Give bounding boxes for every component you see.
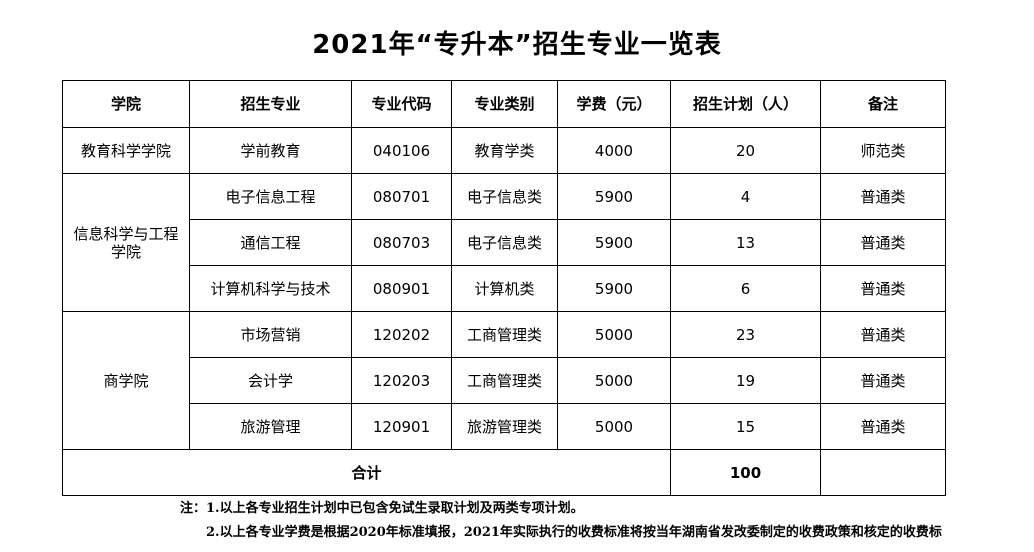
header-category: 专业类别 xyxy=(451,80,558,128)
major-cell: 电子信息工程 xyxy=(189,173,352,220)
college-cell: 教育科学学院 xyxy=(62,127,190,174)
category-cell: 工商管理类 xyxy=(451,357,558,404)
note-line-1: 注：1.以上各专业招生计划中已包含免试生录取计划及两类专项计划。 xyxy=(180,501,584,516)
fee-cell: 4000 xyxy=(557,127,671,174)
plan-cell: 19 xyxy=(670,357,821,404)
major-cell: 会计学 xyxy=(189,357,352,404)
plan-cell: 6 xyxy=(670,265,821,312)
code-cell: 040106 xyxy=(351,127,452,174)
code-cell: 080703 xyxy=(351,219,452,266)
note-line-2: 2.以上各专业学费是根据2020年标准填报，2021年实际执行的收费标准将按当年… xyxy=(206,525,942,540)
header-note: 备注 xyxy=(820,80,946,128)
table-row: 信息科学与工程学院 电子信息工程 080701 电子信息类 5900 4 普通类 xyxy=(62,173,946,312)
plan-cell: 20 xyxy=(670,127,821,174)
category-cell: 旅游管理类 xyxy=(451,403,558,450)
college-cell: 信息科学与工程学院 xyxy=(62,173,190,312)
plan-cell: 23 xyxy=(670,311,821,358)
note-cell: 普通类 xyxy=(820,219,946,266)
category-cell: 电子信息类 xyxy=(451,173,558,220)
total-plan: 100 xyxy=(670,449,821,496)
fee-cell: 5000 xyxy=(557,311,671,358)
header-major: 招生专业 xyxy=(189,80,352,128)
note-cell: 普通类 xyxy=(820,265,946,312)
page-title: 2021年“专升本”招生专业一览表 xyxy=(312,30,722,60)
note-cell: 师范类 xyxy=(820,127,946,174)
major-cell: 学前教育 xyxy=(189,127,352,174)
category-cell: 电子信息类 xyxy=(451,219,558,266)
fee-cell: 5900 xyxy=(557,173,671,220)
header-plan: 招生计划（人） xyxy=(670,80,821,128)
plan-cell: 13 xyxy=(670,219,821,266)
table-row: 教育科学学院 学前教育 040106 教育学类 4000 20 师范类 xyxy=(62,127,946,174)
note-cell: 普通类 xyxy=(820,173,946,220)
plan-cell: 15 xyxy=(670,403,821,450)
code-cell: 080701 xyxy=(351,173,452,220)
code-cell: 080901 xyxy=(351,265,452,312)
fee-cell: 5000 xyxy=(557,403,671,450)
table-row: 通信工程 080703 电子信息类 5900 13 普通类 xyxy=(63,219,946,266)
major-cell: 通信工程 xyxy=(189,219,352,266)
major-cell: 旅游管理 xyxy=(189,403,352,450)
major-cell: 计算机科学与技术 xyxy=(189,265,352,312)
note-cell: 普通类 xyxy=(820,311,946,358)
fee-cell: 5900 xyxy=(557,219,671,266)
category-cell: 工商管理类 xyxy=(451,311,558,358)
category-cell: 教育学类 xyxy=(451,127,558,174)
header-code: 专业代码 xyxy=(351,80,452,128)
header-college: 学院 xyxy=(62,80,190,128)
header-fee: 学费（元） xyxy=(557,80,671,128)
total-row: 合计 100 xyxy=(62,449,946,496)
table-row: 旅游管理 120901 旅游管理类 5000 15 普通类 xyxy=(63,403,946,450)
code-cell: 120203 xyxy=(351,357,452,404)
table-row: 商学院 市场营销 120202 工商管理类 5000 23 普通类 xyxy=(62,311,946,450)
plan-cell: 4 xyxy=(670,173,821,220)
enrollment-table: 学院 招生专业 专业代码 专业类别 学费（元） 招生计划（人） 备注 教育科学学… xyxy=(62,80,946,496)
major-cell: 市场营销 xyxy=(189,311,352,358)
note-cell: 普通类 xyxy=(820,403,946,450)
category-cell: 计算机类 xyxy=(451,265,558,312)
code-cell: 120901 xyxy=(351,403,452,450)
total-label: 合计 xyxy=(62,449,671,496)
table-row: 计算机科学与技术 080901 计算机类 5900 6 普通类 xyxy=(63,265,946,312)
fee-cell: 5000 xyxy=(557,357,671,404)
table-row: 会计学 120203 工商管理类 5000 19 普通类 xyxy=(63,357,946,404)
fee-cell: 5900 xyxy=(557,265,671,312)
header-row: 学院 招生专业 专业代码 专业类别 学费（元） 招生计划（人） 备注 xyxy=(62,80,946,128)
total-note-empty xyxy=(820,449,946,496)
code-cell: 120202 xyxy=(351,311,452,358)
college-cell: 商学院 xyxy=(62,311,190,450)
note-cell: 普通类 xyxy=(820,357,946,404)
